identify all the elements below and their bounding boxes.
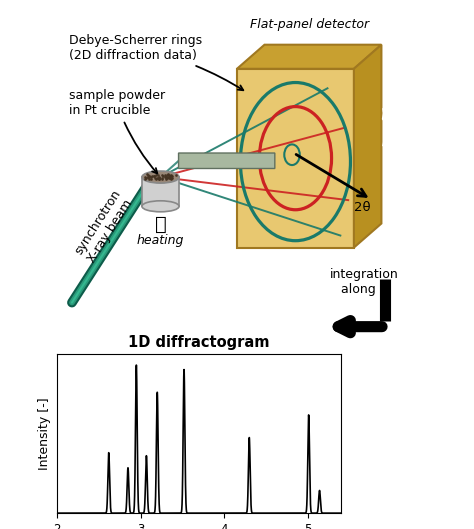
Text: integration
along φ: integration along φ	[330, 268, 399, 296]
Text: 🔥: 🔥	[155, 215, 166, 234]
Polygon shape	[237, 69, 354, 248]
Text: Flat-panel detector: Flat-panel detector	[250, 17, 369, 31]
Bar	[143, 177, 179, 206]
Text: synchrotron
X-ray beam: synchrotron X-ray beam	[73, 187, 136, 264]
Text: sample powder
in Pt crucible: sample powder in Pt crucible	[69, 89, 164, 174]
Ellipse shape	[142, 171, 179, 183]
Polygon shape	[237, 44, 382, 69]
Polygon shape	[354, 44, 382, 248]
Text: Debye-Scherrer rings
(2D diffraction data): Debye-Scherrer rings (2D diffraction dat…	[69, 34, 243, 90]
Text: 2θ: 2θ	[354, 202, 371, 214]
Y-axis label: Intensity [-]: Intensity [-]	[38, 397, 51, 470]
Text: φ: φ	[383, 89, 394, 103]
Title: 1D diffractogram: 1D diffractogram	[128, 335, 270, 351]
FancyBboxPatch shape	[179, 153, 275, 168]
Ellipse shape	[142, 201, 179, 212]
Text: heating: heating	[137, 234, 184, 247]
